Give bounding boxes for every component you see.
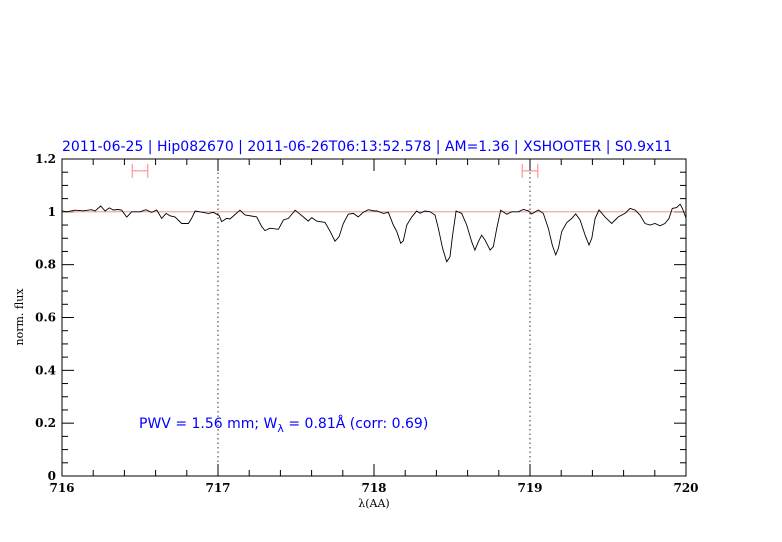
y-axis-label: norm. flux	[13, 288, 26, 346]
range-marker	[131, 163, 149, 178]
y-tick-label: 0.4	[35, 363, 56, 377]
tick-labels: 716 717 718 719 720 0 0.2 0.4 0.6 0.8 1 1.2	[35, 152, 698, 495]
x-tick-label: 720	[673, 481, 698, 495]
y-tick-label: 0.8	[35, 258, 56, 272]
y-tick-label: 0	[48, 469, 56, 483]
range-marker	[521, 163, 539, 178]
plot-frame	[61, 158, 687, 477]
pwv-annotation: PWV = 1.56 mm; Wλ = 0.81Å (corr: 0.69)	[139, 415, 428, 435]
y-tick-label: 1	[48, 205, 56, 219]
annotation-prefix: PWV = 1.56 mm; W	[139, 416, 278, 432]
x-tick-label: 717	[205, 481, 230, 495]
x-tick-label: 719	[517, 481, 542, 495]
x-tick-label: 716	[49, 481, 74, 495]
y-tick-label: 0.2	[35, 416, 56, 430]
chart-title: 2011-06-25 | Hip082670 | 2011-06-26T06:1…	[62, 139, 672, 155]
y-tick-label: 0.6	[35, 311, 56, 325]
annotation-subscript: λ	[277, 422, 284, 435]
reference-lines	[62, 159, 686, 476]
y-tick-label: 1.2	[35, 152, 56, 166]
x-tick-label: 718	[361, 481, 386, 495]
annotation-suffix: = 0.81Å (corr: 0.69)	[284, 415, 428, 432]
x-axis-label: λ(AA)	[358, 497, 389, 510]
spectrum-line	[61, 203, 687, 263]
